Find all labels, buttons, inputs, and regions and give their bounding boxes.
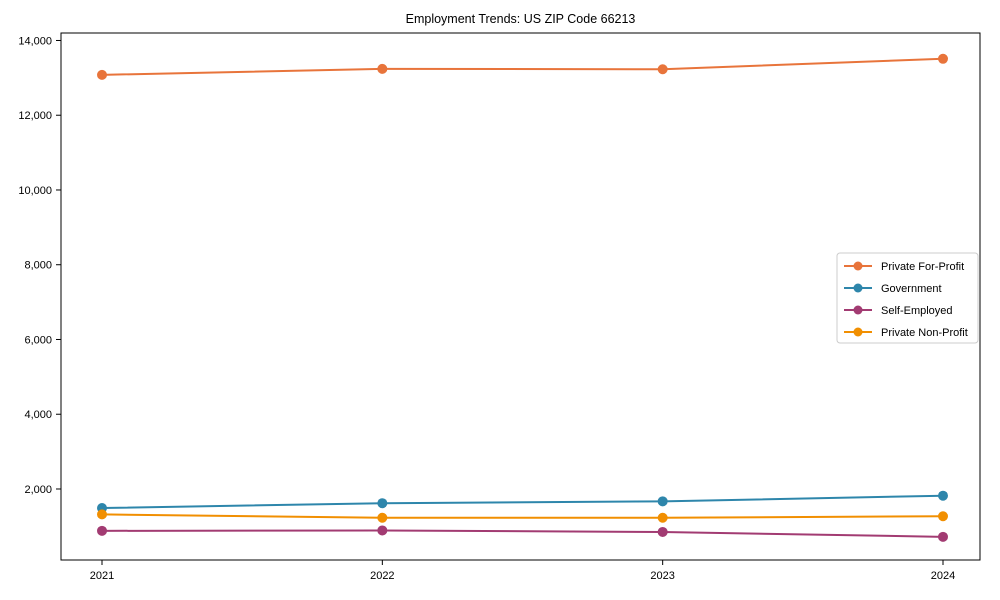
data-point-government-2024 [938,490,948,501]
y-axis-tick-label: 6,000 [24,334,52,346]
legend-marker-dot-private-for-profit [853,261,863,271]
y-axis-tick-label: 10,000 [18,185,52,197]
data-point-self-employed-2021 [97,525,107,536]
legend-item-label-government: Government [881,283,942,295]
chart-title: Employment Trends: US ZIP Code 66213 [405,12,636,26]
data-point-private-non-profit-2022 [377,512,388,523]
data-point-self-employed-2022 [377,525,388,536]
data-point-private-non-profit-2023 [657,512,668,523]
data-point-self-employed-2024 [938,531,948,542]
data-point-government-2022 [377,498,388,509]
data-point-private-non-profit-2021 [97,509,107,520]
y-axis-tick-label: 2,000 [24,484,52,496]
y-axis-tick-label: 14,000 [18,35,52,47]
x-axis-tick-label: 2023 [650,570,674,582]
series-line-government [101,494,944,510]
x-axis-tick-label: 2022 [370,570,394,582]
legend-item-label-private-for-profit: Private For-Profit [881,261,964,273]
legend-item-label-self-employed: Self-Employed [881,305,953,317]
y-axis-tick-label: 12,000 [18,110,52,122]
y-axis-tick-label: 4,000 [24,409,52,421]
series-line-self-employed [101,529,944,538]
data-point-private-for-profit-2022 [377,63,388,74]
legend-box [836,252,979,344]
legend-item-label-private-non-profit: Private Non-Profit [881,327,968,339]
data-point-private-for-profit-2024 [938,53,948,64]
data-point-private-for-profit-2021 [97,69,107,80]
series-line-private-for-profit [101,57,944,76]
series-line-private-non-profit [101,513,944,519]
data-point-government-2023 [657,496,668,507]
legend-marker-dot-private-non-profit [853,327,863,337]
legend-marker-dot-self-employed [853,305,863,315]
data-point-self-employed-2023 [657,526,668,537]
data-point-private-non-profit-2024 [938,511,948,522]
x-axis-tick-label: 2024 [931,570,955,582]
y-axis-tick-label: 8,000 [24,260,52,272]
x-axis-tick-label: 2021 [90,570,114,582]
plot-border [60,32,981,561]
data-point-private-for-profit-2023 [657,64,668,75]
legend-marker-dot-government [853,283,863,293]
